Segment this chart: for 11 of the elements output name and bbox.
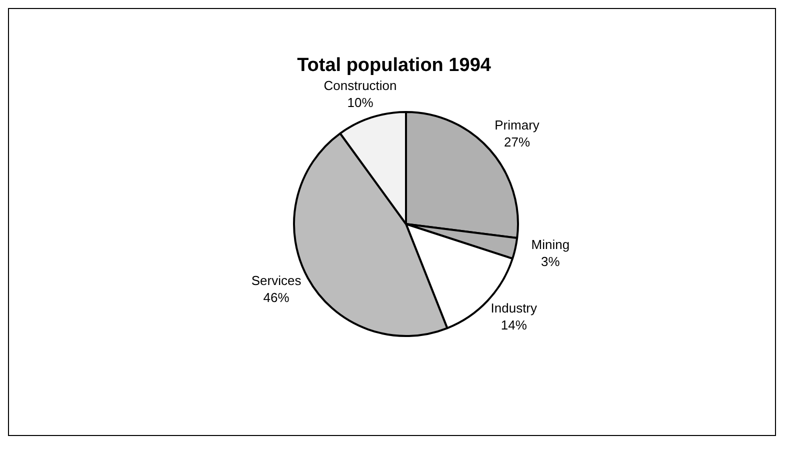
slice-label: Primary [494, 118, 540, 133]
chart-title: Total population 1994 [297, 55, 492, 76]
data-label: 27% [504, 134, 530, 150]
data-label: 3% [541, 254, 560, 270]
slice-label: Construction [324, 78, 397, 94]
slice-label: Mining [531, 237, 570, 252]
data-label: 14% [500, 318, 528, 333]
slice-label: Industry [490, 300, 538, 316]
data-label: 10% [347, 95, 374, 110]
data-label: 46% [263, 290, 290, 306]
slice-label: Services [251, 273, 302, 288]
